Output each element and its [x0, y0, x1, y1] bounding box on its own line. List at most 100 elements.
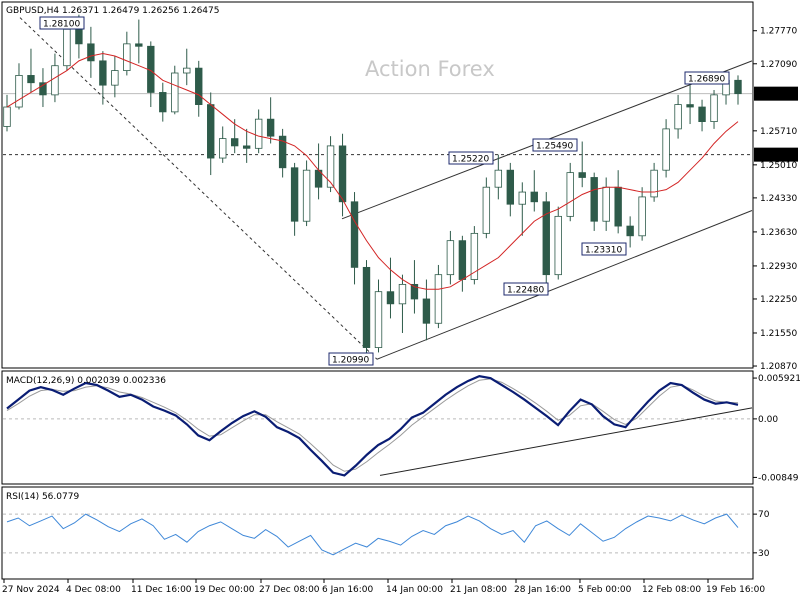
macd-main-line [6, 374, 739, 477]
candle-body [650, 169, 658, 198]
price-tick-label: 1.27090 [760, 60, 797, 70]
candle-body [662, 128, 670, 171]
candle-body [39, 82, 47, 96]
candle-body [410, 283, 419, 300]
price-callout-label: 1.28100 [43, 20, 80, 30]
candle-body [542, 201, 550, 276]
candle-body [242, 145, 251, 149]
price-tick-label: 1.20870 [760, 362, 797, 372]
time-tick-label: 28 Jan 16:00 [514, 585, 571, 595]
macd-signal-line [6, 378, 739, 472]
support-price-badge [754, 147, 798, 162]
macd-tick-label: 0.005921 [758, 374, 800, 384]
candles-layer [3, 14, 742, 361]
macd-panel-frame [1, 370, 754, 485]
price-tick-label: 1.24330 [760, 194, 797, 204]
time-tick-label: 14 Jan 00:00 [386, 585, 443, 595]
candle-body [470, 232, 479, 280]
price-callout-label: 1.22480 [507, 286, 544, 296]
candle-body [302, 169, 311, 222]
candle-body [398, 283, 407, 305]
macd-axis: 0.005921 0.00 -0.00849 [753, 374, 800, 483]
candle-body [254, 118, 263, 149]
price-reference-lines [3, 93, 752, 156]
candle-body [290, 167, 299, 222]
candle-body [338, 145, 347, 203]
price-tick-label: 1.21550 [760, 329, 797, 339]
price-tick-label: 1.23630 [760, 228, 797, 238]
price-callout-label: 1.25490 [536, 142, 573, 152]
current-price-badge [754, 86, 798, 101]
candle-body [602, 186, 610, 222]
rsi-axis: 70 30 [753, 510, 770, 559]
candle-body [278, 135, 287, 169]
candle-body [99, 60, 107, 86]
rsi-tick-label: 30 [758, 549, 770, 559]
candle-body [566, 172, 574, 217]
candle-body [446, 240, 455, 276]
candle-body [506, 169, 515, 205]
candle-body [590, 177, 598, 222]
price-callout-box [503, 282, 549, 296]
candle-body [734, 79, 742, 95]
candle-body [350, 201, 359, 268]
candle-body [3, 106, 11, 127]
price-callout-label: 1.20990 [332, 356, 369, 366]
candle-body [554, 215, 562, 276]
candle-body [87, 43, 95, 62]
time-axis: 27 Nov 2024 4 Dec 08:00 11 Dec 16:00 19 Dec… [2, 579, 765, 595]
candle-body [63, 28, 71, 67]
candle-body [386, 291, 395, 305]
candle-body [578, 172, 586, 178]
candle-body [123, 43, 131, 71]
time-tick-label: 6 Jan 16:00 [322, 585, 374, 595]
rsi-header: RSI(14) 56.0779 [6, 492, 79, 502]
watermark: Action Forex [365, 57, 495, 81]
candle-body [75, 28, 83, 45]
rsi-line [6, 513, 739, 556]
candle-body [638, 196, 646, 237]
price-callout-label: 1.25220 [452, 155, 489, 165]
candle-body [362, 266, 371, 348]
price-callout-box [581, 242, 627, 256]
macd-trend-line [379, 407, 753, 476]
price-callout-box [328, 352, 374, 366]
price-header: GBPUSD,H4 1.26371 1.26479 1.26256 1.2647… [6, 6, 219, 16]
candle-body [458, 240, 467, 280]
time-tick-label: 12 Feb 08:00 [642, 585, 701, 595]
price-annotations: 1.28100 1.20990 1.25220 1.25490 1.22480 1.233… [39, 16, 730, 366]
candle-body [530, 191, 538, 203]
time-tick-label: 27 Dec 08:00 [259, 585, 320, 595]
price-tick-label: 1.27770 [760, 27, 797, 37]
time-tick-label: 11 Dec 16:00 [131, 585, 192, 595]
candle-body [626, 225, 634, 237]
candle-body [710, 94, 718, 122]
channel-lower-line [376, 210, 753, 360]
time-tick-label: 19 Feb 16:00 [706, 585, 765, 595]
candle-body [111, 70, 119, 86]
candle-body [494, 169, 503, 188]
macd-tick-label: 0.00 [758, 415, 778, 425]
candle-body [374, 291, 383, 348]
candle-body [135, 43, 143, 47]
candle-body [183, 67, 191, 74]
macd-layer [3, 374, 753, 477]
candle-body [614, 186, 622, 227]
price-tick-label: 1.25710 [760, 127, 797, 137]
price-axis: 1.27770 1.27090 1.26475 1.25710 1.252201.250… [753, 27, 798, 372]
candle-body [266, 118, 275, 137]
dashed-downtrend-line [19, 17, 378, 360]
moving-average-layer [6, 53, 739, 290]
support-price-label: 1.25220 [758, 151, 795, 161]
macd-tick-label: -0.00849 [758, 473, 799, 483]
price-callout-label: 1.26890 [688, 75, 725, 85]
candle-body [219, 138, 227, 159]
candle-body [27, 75, 35, 84]
candle-body [698, 106, 706, 122]
time-tick-label: 5 Feb 00:00 [578, 585, 632, 595]
rsi-layer [3, 513, 752, 556]
time-tick-label: 21 Jan 08:00 [450, 585, 507, 595]
price-callout-box [684, 71, 730, 85]
candle-body [230, 138, 239, 147]
